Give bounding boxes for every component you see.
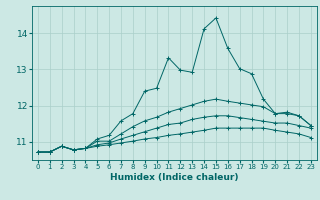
X-axis label: Humidex (Indice chaleur): Humidex (Indice chaleur): [110, 173, 239, 182]
